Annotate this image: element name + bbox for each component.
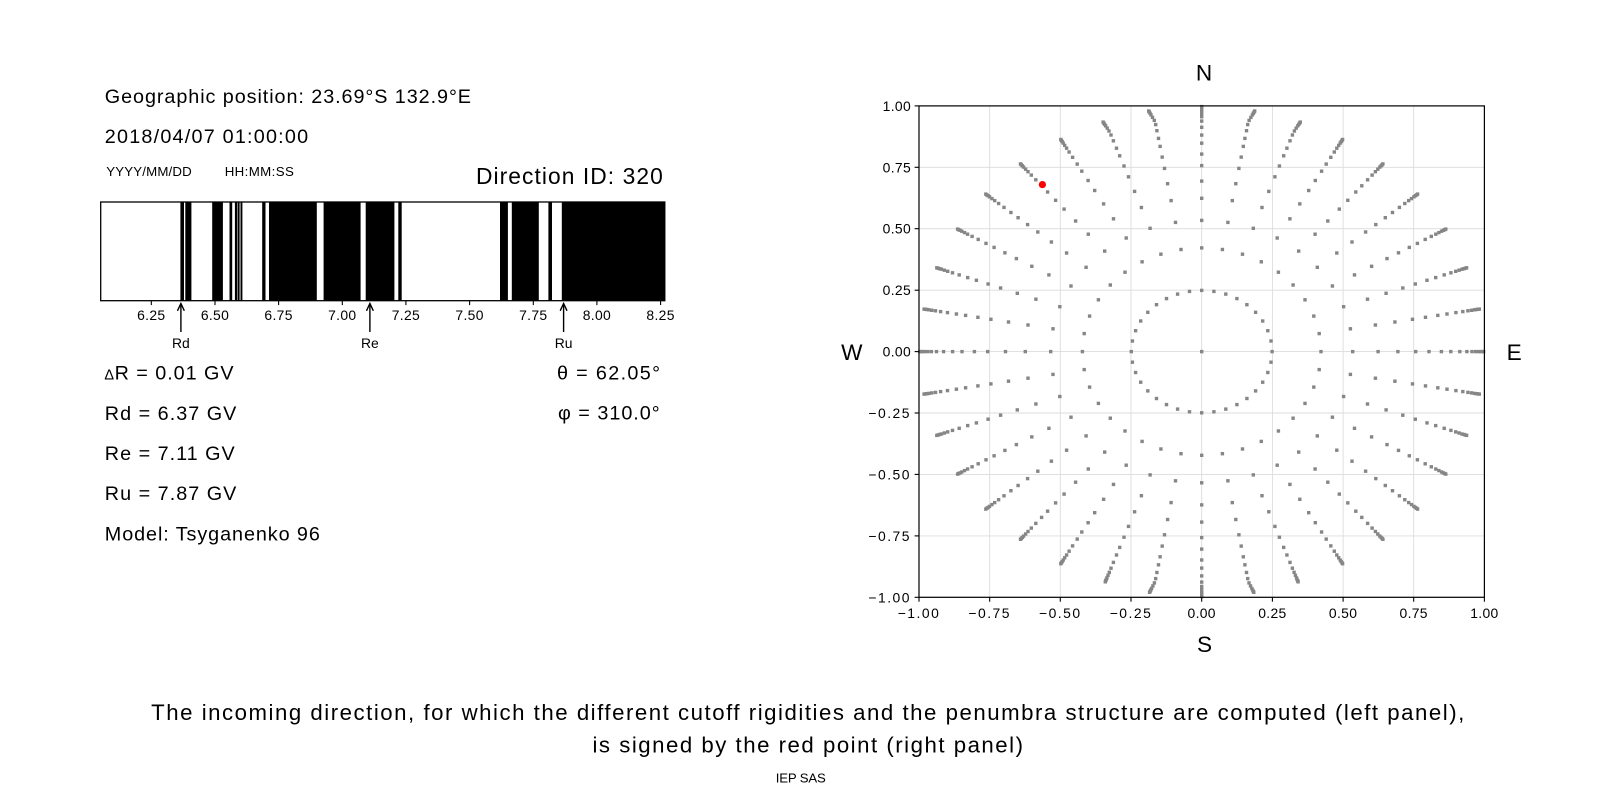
svg-text:−0.25: −0.25 (868, 405, 911, 421)
svg-text:is signed by the red point (ri: is signed by the red point (right panel) (592, 733, 1024, 758)
svg-text:0.25: 0.25 (883, 282, 911, 298)
svg-text:Ru = 7.87 GV: Ru = 7.87 GV (105, 483, 238, 505)
svg-text:6.50: 6.50 (201, 307, 229, 323)
svg-text:−1.00: −1.00 (898, 605, 941, 621)
svg-text:YYYY/MM/DD: YYYY/MM/DD (106, 164, 192, 179)
svg-text:8.00: 8.00 (583, 307, 611, 323)
svg-text:N: N (1196, 60, 1212, 85)
svg-text:7.50: 7.50 (455, 307, 483, 323)
svg-text:The incoming direction, for wh: The incoming direction, for which the di… (151, 700, 1466, 725)
svg-text:6.25: 6.25 (137, 307, 165, 323)
svg-text:7.25: 7.25 (392, 307, 420, 323)
svg-text:0.50: 0.50 (1329, 605, 1357, 621)
svg-text:Re = 7.11 GV: Re = 7.11 GV (105, 443, 236, 465)
svg-text:0.75: 0.75 (883, 159, 911, 175)
svg-text:7.00: 7.00 (328, 307, 356, 323)
svg-text:IEP SAS: IEP SAS (776, 771, 826, 786)
svg-text:−0.50: −0.50 (1039, 605, 1082, 621)
svg-text:7.75: 7.75 (519, 307, 547, 323)
svg-text:0.50: 0.50 (883, 221, 911, 237)
svg-text:θ = 62.05°: θ = 62.05° (557, 363, 661, 385)
svg-text:8.25: 8.25 (646, 307, 674, 323)
svg-text:1.00: 1.00 (883, 98, 911, 114)
svg-text:∆R = 0.01 GV: ∆R = 0.01 GV (105, 363, 235, 385)
svg-text:E: E (1507, 340, 1522, 365)
svg-text:6.75: 6.75 (264, 307, 292, 323)
svg-text:0.75: 0.75 (1400, 605, 1428, 621)
svg-text:Geographic position: 23.69°S 1: Geographic position: 23.69°S 132.9°E (105, 86, 472, 108)
svg-text:Re: Re (361, 335, 379, 351)
svg-text:Direction ID: 320: Direction ID: 320 (476, 163, 664, 189)
svg-text:W: W (841, 340, 863, 365)
svg-text:Ru: Ru (555, 335, 573, 351)
svg-text:φ = 310.0°: φ = 310.0° (558, 402, 661, 424)
svg-text:Model: Tsyganenko 96: Model: Tsyganenko 96 (105, 524, 321, 546)
svg-text:−0.25: −0.25 (1110, 605, 1153, 621)
svg-text:−0.75: −0.75 (968, 605, 1011, 621)
svg-text:1.00: 1.00 (1470, 605, 1498, 621)
svg-text:−0.50: −0.50 (868, 466, 911, 482)
svg-text:−0.75: −0.75 (868, 528, 911, 544)
svg-text:0.25: 0.25 (1258, 605, 1286, 621)
svg-text:HH:MM:SS: HH:MM:SS (225, 164, 295, 179)
svg-text:−1.00: −1.00 (868, 589, 911, 605)
svg-text:2018/04/07 01:00:00: 2018/04/07 01:00:00 (105, 126, 309, 148)
svg-text:S: S (1197, 632, 1212, 657)
svg-text:0.00: 0.00 (1188, 605, 1216, 621)
svg-text:Rd: Rd (172, 335, 190, 351)
svg-text:Rd = 6.37 GV: Rd = 6.37 GV (105, 403, 238, 425)
svg-text:0.00: 0.00 (883, 344, 911, 360)
